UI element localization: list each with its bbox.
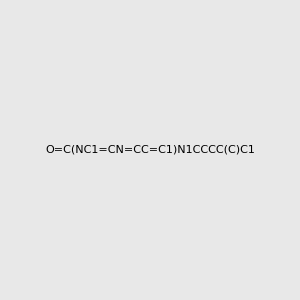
Text: O=C(NC1=CN=CC=C1)N1CCCC(C)C1: O=C(NC1=CN=CC=C1)N1CCCC(C)C1 — [45, 145, 255, 155]
